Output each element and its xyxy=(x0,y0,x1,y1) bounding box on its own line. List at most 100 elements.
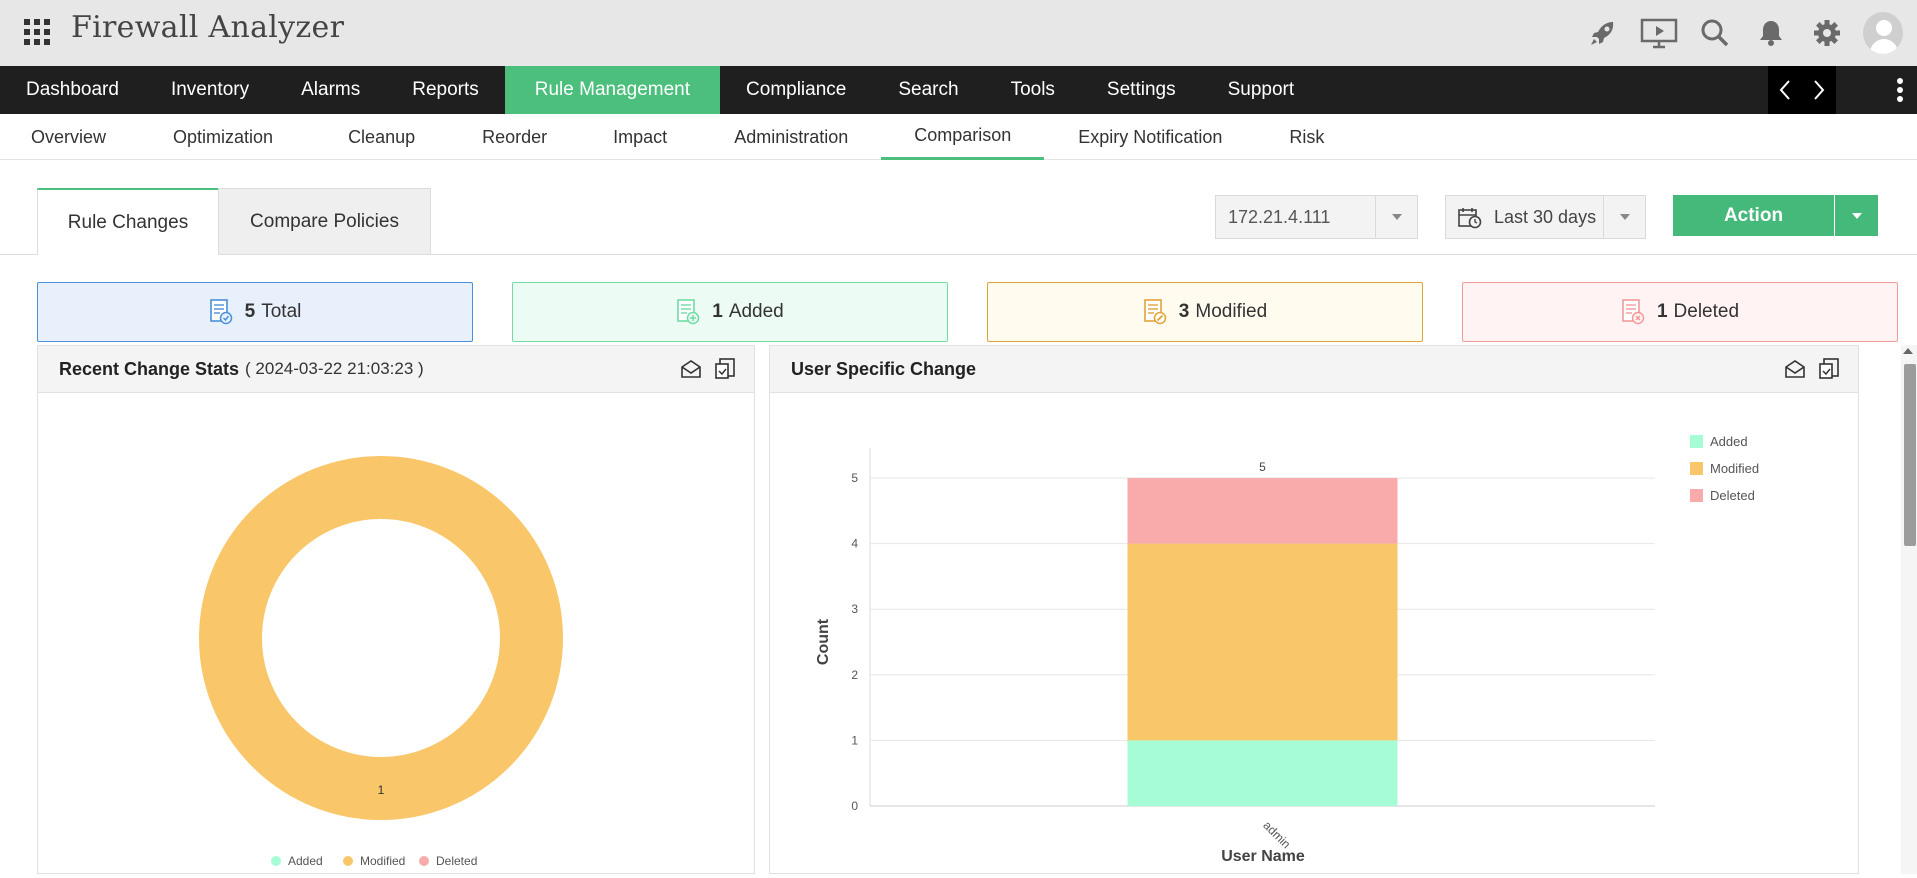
bell-icon[interactable] xyxy=(1751,13,1791,53)
top-header: Firewall Analyzer xyxy=(0,0,1917,66)
legend-marker-modified xyxy=(343,856,353,866)
export-icon[interactable] xyxy=(1816,356,1842,382)
tabs-divider xyxy=(0,254,1917,255)
y-tick-label: 1 xyxy=(851,733,858,747)
gear-icon[interactable] xyxy=(1807,13,1847,53)
nav-alarms[interactable]: Alarms xyxy=(301,79,361,100)
panel-timestamp: ( 2024-03-22 21:03:23 ) xyxy=(245,359,424,378)
donut-slice-modified xyxy=(199,456,563,820)
nav-inventory[interactable]: Inventory xyxy=(170,79,250,100)
action-button[interactable]: Action xyxy=(1673,195,1834,236)
summary-card-deleted[interactable]: 1 Deleted xyxy=(1462,282,1898,342)
nav-dashboard[interactable]: Dashboard xyxy=(26,79,119,100)
deleted-count: 1 xyxy=(1656,301,1668,322)
calendar-clock-icon xyxy=(1458,208,1482,229)
x-tick-label: admin xyxy=(1260,818,1293,851)
subnav-reorder[interactable]: Reorder xyxy=(482,126,548,147)
legend-label-added: Added xyxy=(1710,434,1748,449)
legend-marker-added xyxy=(271,856,281,866)
email-icon[interactable] xyxy=(1782,356,1808,382)
device-select[interactable]: 172.21.4.111 xyxy=(1215,195,1418,239)
subnav-expiry-notification[interactable]: Expiry Notification xyxy=(1078,126,1223,147)
y-tick-label: 5 xyxy=(851,471,858,485)
main-nav: Dashboard Inventory Alarms Reports Rule … xyxy=(0,66,1917,114)
action-dropdown-toggle[interactable] xyxy=(1835,195,1878,236)
presentation-icon[interactable] xyxy=(1639,13,1679,53)
total-label: Total xyxy=(261,301,302,322)
y-tick-label: 3 xyxy=(851,602,858,616)
subnav-optimization[interactable]: Optimization xyxy=(173,126,274,147)
legend-marker-deleted xyxy=(419,856,429,866)
nav-reports[interactable]: Reports xyxy=(412,79,479,100)
summary-card-modified[interactable]: 3 Modified xyxy=(987,282,1423,342)
user-avatar[interactable] xyxy=(1863,12,1903,54)
legend-marker-deleted xyxy=(1690,489,1703,502)
summary-card-added[interactable]: 1 Added xyxy=(512,282,948,342)
subnav-administration[interactable]: Administration xyxy=(734,126,849,147)
document-check-icon xyxy=(209,299,232,325)
x-axis-title: User Name xyxy=(1221,848,1305,865)
document-edit-icon xyxy=(1143,299,1167,325)
chevron-down-icon[interactable] xyxy=(1603,196,1645,238)
added-count: 1 xyxy=(712,301,723,322)
donut-data-label: 1 xyxy=(378,783,385,797)
export-icon[interactable] xyxy=(712,356,738,382)
recent-change-donut-chart: 1 Added Modified Deleted xyxy=(199,456,563,868)
subnav-risk[interactable]: Risk xyxy=(1289,126,1325,147)
chevron-down-icon xyxy=(1851,212,1862,219)
summary-card-total[interactable]: 5 Total xyxy=(37,282,473,342)
y-tick-label: 0 xyxy=(851,799,858,813)
legend-label-modified: Modified xyxy=(1710,461,1759,476)
legend-marker-added xyxy=(1690,435,1703,448)
tab-compare-policies[interactable]: Compare Policies xyxy=(218,188,431,255)
total-count: 5 xyxy=(244,301,256,322)
app-title: Firewall Analyzer xyxy=(71,10,345,45)
legend-label-deleted: Deleted xyxy=(1710,488,1755,503)
date-range-select[interactable]: Last 30 days xyxy=(1445,195,1646,239)
more-menu-icon[interactable] xyxy=(1897,78,1905,102)
scrollbar-thumb[interactable] xyxy=(1904,364,1916,546)
subnav-cleanup[interactable]: Cleanup xyxy=(348,126,416,147)
nav-rule-management[interactable]: Rule Management xyxy=(504,66,721,114)
y-tick-label: 4 xyxy=(851,537,858,551)
nav-settings[interactable]: Settings xyxy=(1106,79,1176,100)
nav-search[interactable]: Search xyxy=(898,79,959,100)
document-add-icon xyxy=(677,299,700,325)
user-change-bar-chart: 0 1 2 3 4 5 Count User Name 5 admin Added Modified D… xyxy=(815,434,1759,865)
recent-change-stats-panel: Recent Change Stats ( 2024-03-22 21:03:2… xyxy=(37,345,755,874)
legend-label-deleted: Deleted xyxy=(436,854,477,868)
bar-segment-added xyxy=(1127,740,1398,806)
legend-marker-modified xyxy=(1690,462,1703,475)
app-grid-icon[interactable] xyxy=(24,19,50,45)
rocket-icon[interactable] xyxy=(1583,13,1623,53)
deleted-label: Deleted xyxy=(1673,301,1740,322)
email-icon[interactable] xyxy=(678,356,704,382)
bar-segment-deleted xyxy=(1127,478,1398,544)
y-tick-label: 2 xyxy=(851,668,858,682)
subnav-overview[interactable]: Overview xyxy=(31,126,107,147)
sub-nav: Overview Optimization Cleanup Reorder Im… xyxy=(0,114,1917,160)
chevron-down-icon[interactable] xyxy=(1375,196,1417,238)
y-axis-title: Count xyxy=(815,618,832,665)
subnav-impact[interactable]: Impact xyxy=(613,126,668,147)
nav-tools[interactable]: Tools xyxy=(1010,79,1055,100)
nav-next-arrow-icon[interactable] xyxy=(1802,66,1836,114)
user-specific-change-panel: User Specific Change 0 1 2 3 4 5 Count User Nam… xyxy=(769,345,1859,874)
bar-segment-modified xyxy=(1127,543,1398,741)
panel-title: Recent Change Stats xyxy=(59,358,240,379)
legend-label-added: Added xyxy=(288,854,323,868)
panel-title: User Specific Change xyxy=(791,358,977,379)
bar-total-label: 5 xyxy=(1259,460,1266,474)
nav-support[interactable]: Support xyxy=(1227,79,1295,100)
nav-prev-arrow-icon[interactable] xyxy=(1768,66,1802,114)
modified-label: Modified xyxy=(1195,301,1268,322)
search-icon[interactable] xyxy=(1695,13,1735,53)
device-select-value: 172.21.4.111 xyxy=(1228,206,1331,227)
subnav-comparison[interactable]: Comparison xyxy=(881,114,1045,160)
tab-rule-changes[interactable]: Rule Changes xyxy=(37,188,219,255)
date-range-value: Last 30 days xyxy=(1494,206,1597,227)
scroll-up-arrow-icon[interactable] xyxy=(1903,348,1913,354)
nav-compliance[interactable]: Compliance xyxy=(746,79,847,100)
modified-count: 3 xyxy=(1178,301,1190,322)
added-label: Added xyxy=(728,301,784,322)
